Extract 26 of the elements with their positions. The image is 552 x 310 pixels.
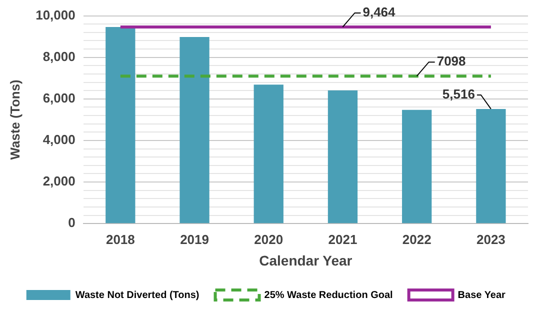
y-tick-label: 6,000 (42, 90, 76, 106)
y-tick-label: 0 (68, 215, 76, 230)
legend-label: Base Year (458, 290, 506, 301)
annotation: 9,464 (362, 4, 396, 20)
legend-label: Waste Not Diverted (Tons) (75, 290, 200, 301)
bar (328, 90, 358, 224)
y-tick-label: 10,000 (36, 7, 76, 22)
bar (402, 110, 432, 224)
bar (180, 36, 210, 224)
y-tick-label: 8,000 (42, 48, 76, 64)
bar (106, 26, 136, 224)
y-axis-title: Waste (Tons) (7, 80, 22, 160)
x-tick-label: 2021 (328, 232, 358, 247)
x-axis-title: Calendar Year (259, 252, 353, 268)
bar (476, 108, 506, 224)
annotation: 5,516 (442, 86, 475, 102)
annotation: 7098 (436, 54, 466, 69)
x-tick-label: 2019 (180, 232, 209, 247)
y-tick-label: 2,000 (42, 174, 76, 189)
bar (254, 84, 284, 224)
y-tick-label: 4,000 (42, 132, 76, 148)
x-tick-label: 2023 (476, 232, 506, 247)
x-tick-label: 2020 (254, 232, 284, 247)
x-tick-label: 2018 (106, 232, 135, 247)
x-tick-label: 2022 (402, 232, 432, 247)
legend-label: 25% Waste Reduction Goal (264, 290, 394, 301)
